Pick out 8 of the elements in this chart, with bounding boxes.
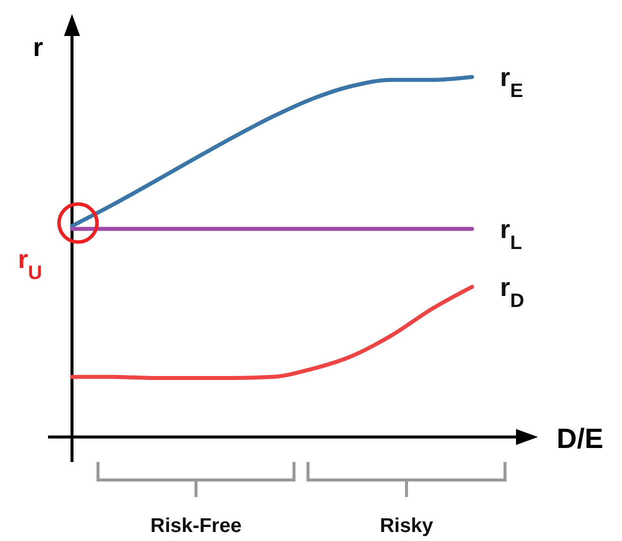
text: Risky [380, 515, 434, 537]
x-axis-title: D/E [556, 423, 604, 454]
text: Risk-Free [150, 515, 242, 537]
series-label: r$_{L}$ [500, 214, 522, 254]
y-axis-title: r [32, 32, 44, 62]
text: r$_{U}$ [18, 244, 42, 284]
series-label: r$_{E}$ [500, 62, 524, 102]
series-label: r$_{D}$ [500, 272, 524, 312]
